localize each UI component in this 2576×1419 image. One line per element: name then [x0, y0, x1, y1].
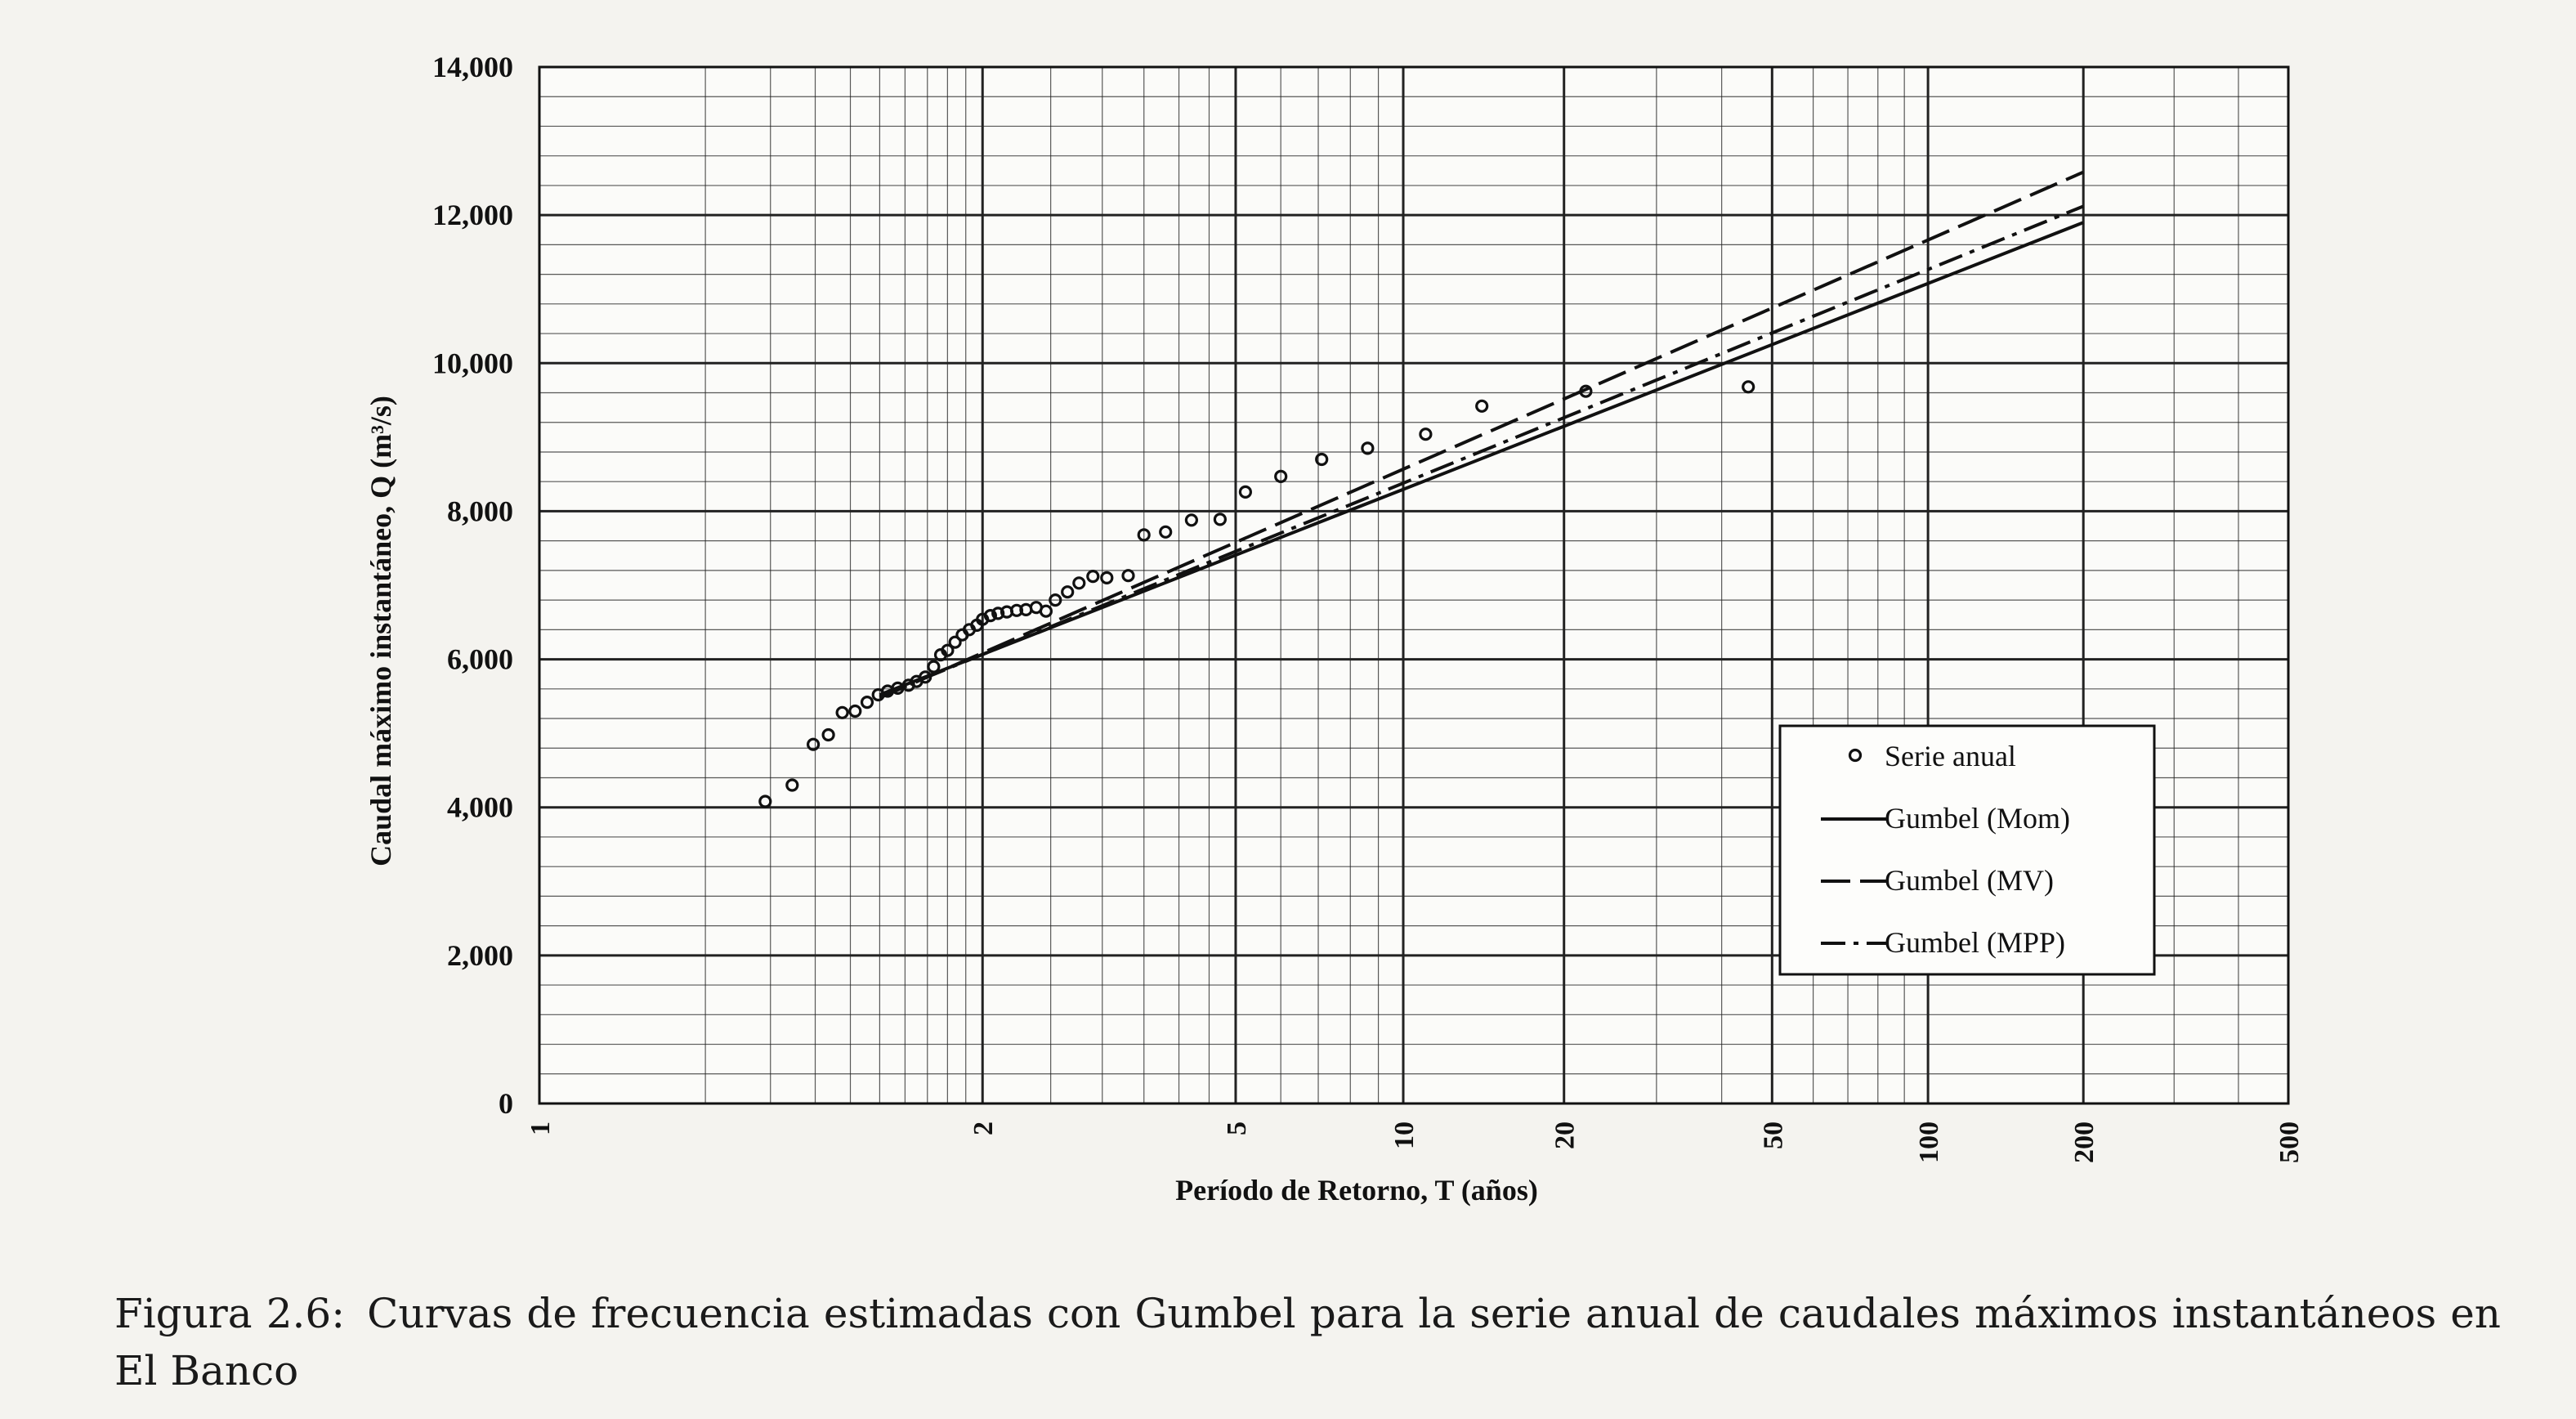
- data-point: [1086, 569, 1100, 584]
- plot-frame: [538, 65, 2290, 1105]
- data-point: [1238, 485, 1253, 499]
- legend-entry-label: Gumbel (MV): [1885, 864, 2054, 897]
- data-point: [1061, 585, 1075, 599]
- data-point: [941, 643, 955, 657]
- data-point: [1475, 399, 1489, 413]
- legend-marker: [1848, 748, 1863, 763]
- series-line: [879, 170, 2085, 700]
- data-point: [1315, 452, 1329, 467]
- data-point: [1137, 528, 1151, 542]
- data-point: [821, 727, 835, 742]
- x-tick-label: 10: [1389, 1121, 1420, 1149]
- data-point: [1361, 441, 1375, 455]
- y-tick-label: 6,000: [447, 643, 513, 676]
- data-point: [991, 607, 1005, 620]
- data-point: [919, 670, 932, 684]
- data-point: [1049, 593, 1062, 607]
- data-point: [1100, 571, 1114, 585]
- data-point: [806, 737, 821, 751]
- y-tick-labels: 0 2,000 4,000 6,000 8,000 10,000 12,000 14,000: [432, 51, 513, 1120]
- figure-caption: Figura 2.6: Curvas de frecuencia estimad…: [114, 1285, 2501, 1399]
- data-point: [1579, 384, 1593, 398]
- data-point: [848, 704, 862, 718]
- data-points: [758, 380, 1755, 808]
- x-tick-label: 5: [1222, 1121, 1252, 1135]
- legend-entry-label: Gumbel (Mom): [1885, 802, 2070, 835]
- x-axis-label: Período de Retorno, T (años): [1175, 1174, 1538, 1206]
- data-point: [1184, 513, 1199, 527]
- fitted-curves: [879, 170, 2085, 700]
- y-tick-label: 0: [499, 1087, 513, 1120]
- data-point: [835, 705, 849, 719]
- series-line: [879, 204, 2084, 698]
- x-tick-label: 200: [2069, 1121, 2100, 1163]
- y-tick-label: 10,000: [432, 347, 513, 379]
- data-point: [1159, 525, 1173, 539]
- data-point: [758, 795, 772, 808]
- x-tick-label: 2: [968, 1121, 999, 1135]
- data-point: [983, 608, 998, 623]
- y-tick-label: 8,000: [447, 495, 513, 527]
- data-point: [927, 660, 941, 674]
- y-tick-label: 12,000: [432, 199, 513, 231]
- y-tick-label: 4,000: [447, 791, 513, 824]
- figure-number: Figura 2.6:: [114, 1290, 346, 1337]
- data-point: [860, 695, 874, 710]
- y-tick-label: 2,000: [447, 939, 513, 972]
- x-tick-label: 20: [1550, 1121, 1581, 1149]
- legend-entry-label: Serie anual: [1885, 740, 2016, 772]
- caption-text: Curvas de frecuencia estimadas con Gumbe…: [114, 1290, 2501, 1394]
- gumbel-frequency-chart: 02,0004,0006,0008,00010,00012,00014,000 …: [364, 51, 2305, 1206]
- data-point: [1274, 469, 1288, 484]
- y-tick-label: 14,000: [432, 51, 513, 83]
- x-tick-label: 50: [1758, 1121, 1788, 1149]
- data-point: [1072, 576, 1086, 590]
- legend-box: [1778, 724, 2156, 976]
- data-point: [1419, 427, 1433, 441]
- data-point: [1213, 513, 1228, 526]
- x-tick-label: 100: [1914, 1121, 1944, 1163]
- data-point: [948, 635, 962, 649]
- legend-entry-label: Gumbel (MPP): [1885, 926, 2065, 959]
- x-tick-labels: 1 2 5 10 20 50 100 200 500: [525, 1121, 2305, 1163]
- data-point: [1742, 380, 1755, 394]
- legend: Serie anual Gumbel (Mom) Gumbel (MV) Gumbel…: [1778, 724, 2156, 976]
- y-axis-label: Caudal máximo instantáneo, Q (m³/s): [364, 396, 397, 866]
- data-point: [1039, 604, 1053, 618]
- data-point: [1121, 569, 1135, 583]
- x-tick-label: 500: [2274, 1121, 2305, 1163]
- x-tick-label: 1: [525, 1121, 556, 1135]
- data-point: [785, 778, 799, 792]
